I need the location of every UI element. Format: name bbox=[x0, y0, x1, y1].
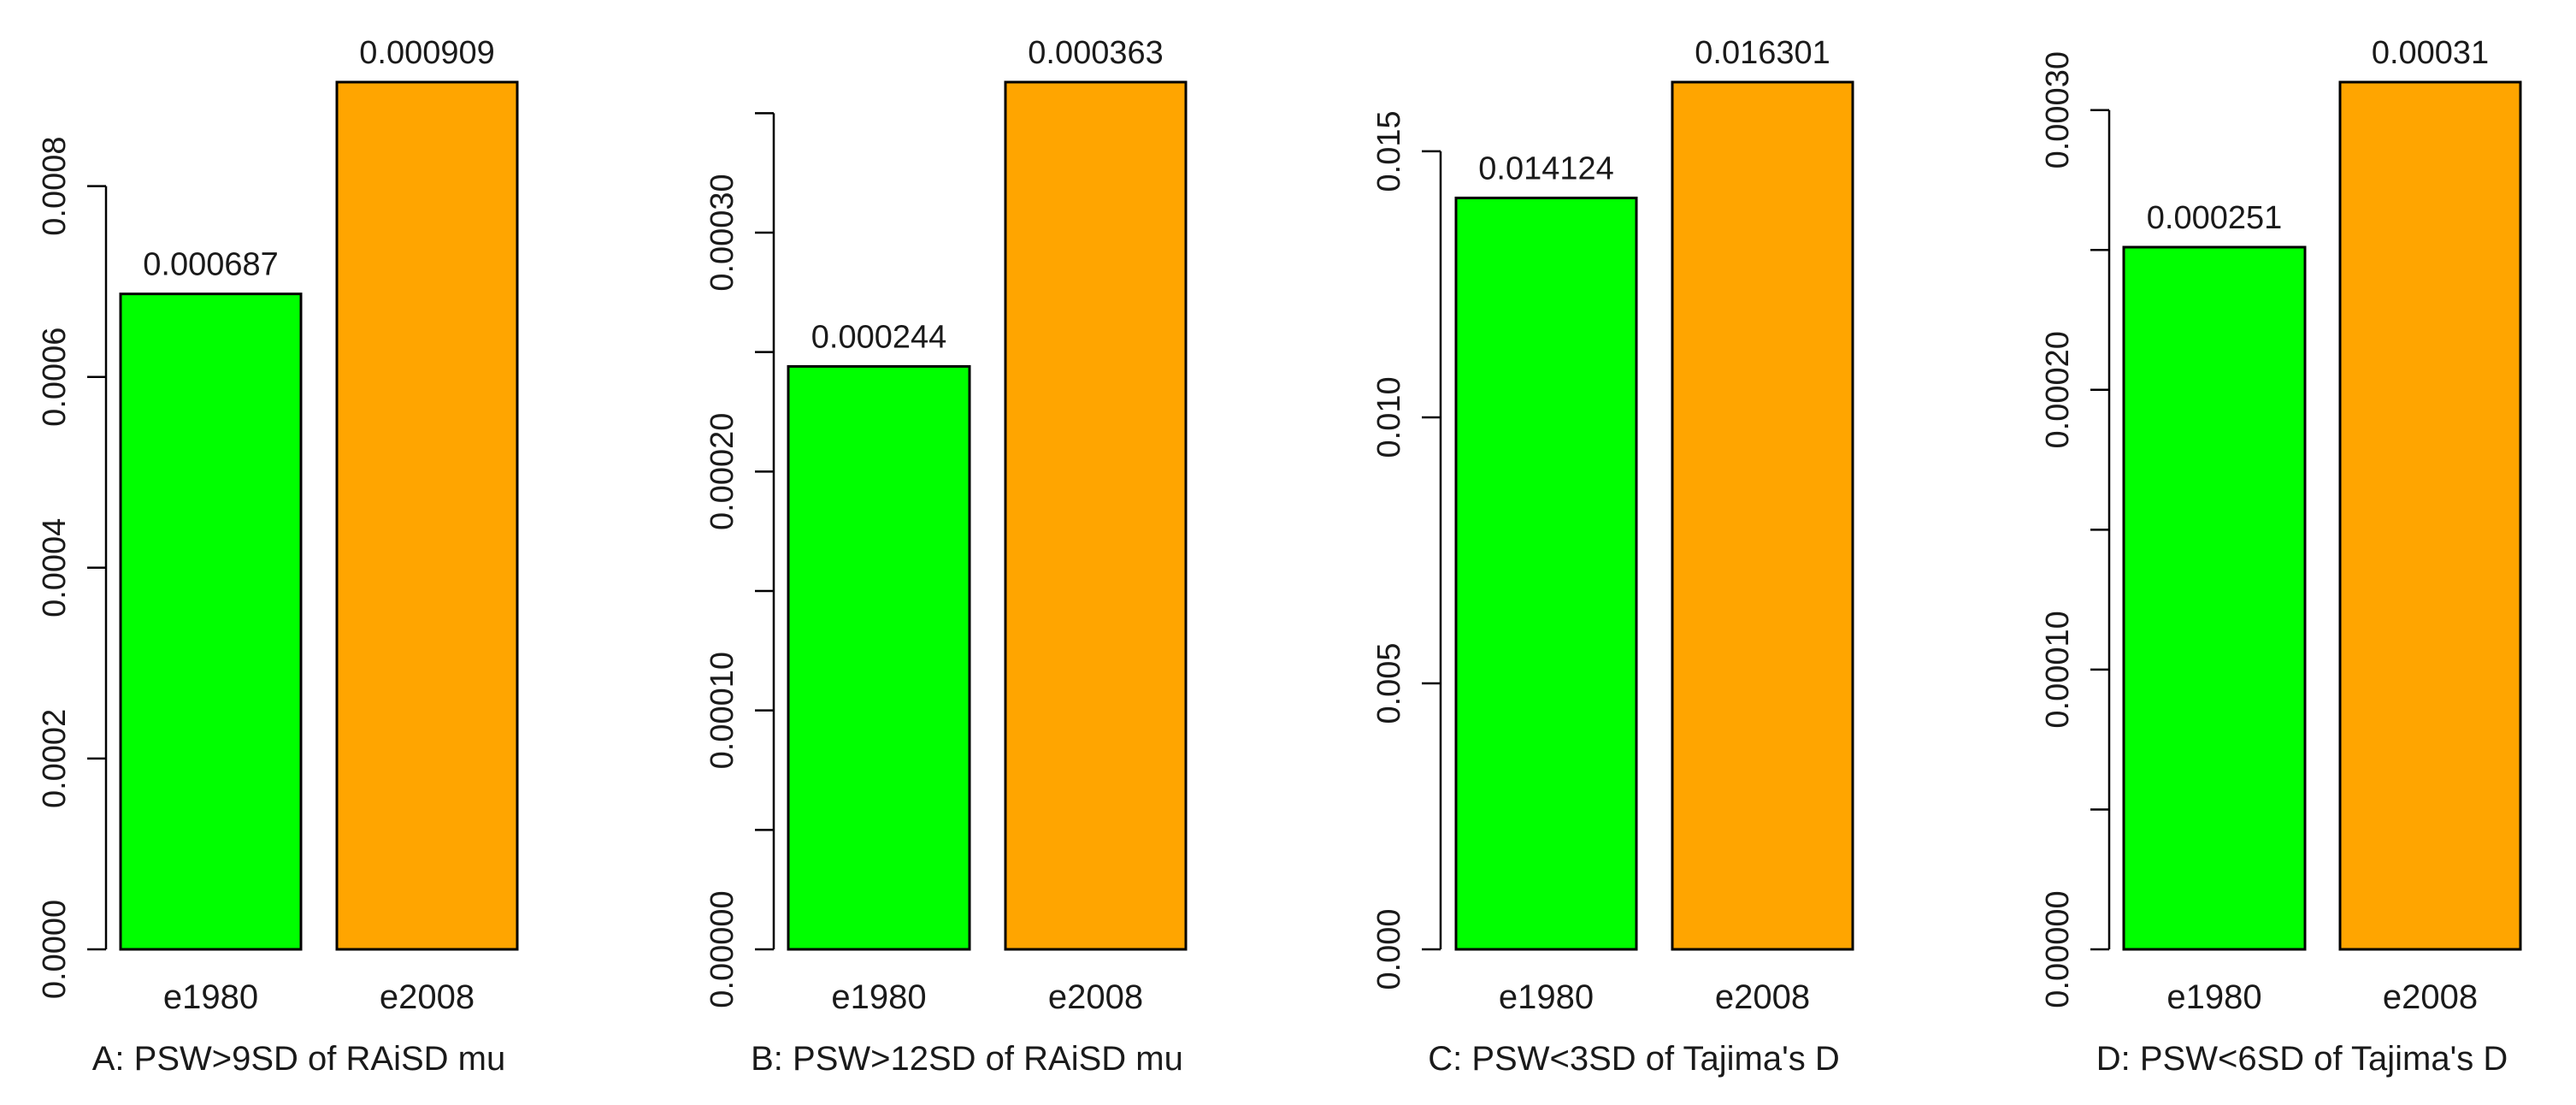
panel-b-category-label-e1980: e1980 bbox=[831, 978, 926, 1016]
panel-d-value-label-e2008: 0.00031 bbox=[2372, 35, 2489, 71]
panel-b-y-tick-label: 0.00030 bbox=[704, 174, 740, 291]
panel-a-y-tick-label: 0.0006 bbox=[37, 328, 73, 427]
panel-d-y-tick-label: 0.00010 bbox=[2040, 611, 2076, 728]
panel-b-caption: B: PSW>12SD of RAiSD mu bbox=[751, 1040, 1183, 1078]
panel-a-y-tick-label: 0.0000 bbox=[37, 900, 73, 999]
panel-a-value-label-e2008: 0.000909 bbox=[359, 35, 495, 71]
panel-c-y-tick-label: 0.005 bbox=[1371, 642, 1407, 724]
panel-b-y-tick-label: 0.00020 bbox=[704, 413, 740, 530]
panel-a-bar-e2008 bbox=[335, 80, 519, 951]
panel-b-y-tick-label: 0.00000 bbox=[704, 890, 740, 1008]
panel-b-value-label-e1980: 0.000244 bbox=[811, 319, 947, 355]
panel-a-bar-e1980 bbox=[119, 292, 303, 951]
panel-b-category-label-e2008: e2008 bbox=[1048, 978, 1143, 1016]
panel-d-category-label-e2008: e2008 bbox=[2383, 978, 2478, 1016]
panel-c-category-label-e2008: e2008 bbox=[1715, 978, 1810, 1016]
panel-b-bar-e1980 bbox=[787, 364, 971, 951]
panel-d: 0.000251 e1980 0.00031 e2008 0.00000 0.00010 0… bbox=[2040, 35, 2522, 1078]
panel-c-value-label-e2008: 0.016301 bbox=[1695, 35, 1830, 71]
panel-a-value-label-e1980: 0.000687 bbox=[143, 247, 279, 283]
panel-d-y-tick-label: 0.00030 bbox=[2040, 51, 2076, 168]
panel-a: 0.000687 e1980 0.000909 e2008 0.0000 0.0002 0.… bbox=[37, 35, 519, 1078]
panel-d-y-tick-label: 0.00020 bbox=[2040, 331, 2076, 448]
panel-c-bar-e2008 bbox=[1671, 80, 1854, 951]
panel-b-y-tick-label: 0.00010 bbox=[704, 652, 740, 769]
panel-c-y-tick-label: 0.015 bbox=[1371, 110, 1407, 192]
panel-d-caption: D: PSW<6SD of Tajima's D bbox=[2096, 1040, 2508, 1078]
panel-a-y-tick-label: 0.0004 bbox=[37, 518, 73, 618]
panel-c-y-tick-label: 0.000 bbox=[1371, 908, 1407, 990]
panel-c-y-tick-label: 0.010 bbox=[1371, 376, 1407, 458]
panel-a-y-tick-label: 0.0008 bbox=[37, 136, 73, 235]
panel-d-y-tick-label: 0.00000 bbox=[2040, 890, 2076, 1008]
panel-b-value-label-e2008: 0.000363 bbox=[1028, 35, 1164, 71]
panel-d-bar-e1980 bbox=[2122, 245, 2307, 951]
panel-b: 0.000244 e1980 0.000363 e2008 0.00000 0.00010… bbox=[704, 35, 1188, 1078]
chart-panels: 0.000687 e1980 0.000909 e2008 0.0000 0.0002 0.… bbox=[37, 35, 2522, 1078]
panel-d-bar-e2008 bbox=[2338, 80, 2522, 951]
panel-d-value-label-e1980: 0.000251 bbox=[2147, 200, 2283, 236]
panel-b-bar-e2008 bbox=[1004, 80, 1188, 951]
panel-c-category-label-e1980: e1980 bbox=[1499, 978, 1594, 1016]
panel-c: 0.014124 e1980 0.016301 e2008 0.000 0.005 0.01… bbox=[1371, 35, 1854, 1078]
panel-a-y-tick-label: 0.0002 bbox=[37, 709, 73, 808]
panel-c-caption: C: PSW<3SD of Tajima's D bbox=[1428, 1040, 1839, 1078]
panel-c-bar-e1980 bbox=[1454, 196, 1638, 951]
panel-a-category-label-e1980: e1980 bbox=[163, 978, 258, 1016]
panel-d-category-label-e1980: e1980 bbox=[2166, 978, 2261, 1016]
panel-c-value-label-e1980: 0.014124 bbox=[1478, 151, 1614, 186]
panel-a-category-label-e2008: e2008 bbox=[380, 978, 475, 1016]
panel-a-caption: A: PSW>9SD of RAiSD mu bbox=[92, 1040, 505, 1078]
